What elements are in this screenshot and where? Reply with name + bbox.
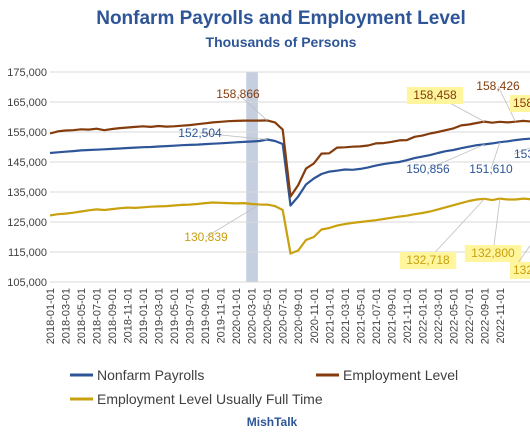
annotation-leader xyxy=(513,147,530,155)
x-tick-label: 2018-09-01 xyxy=(107,288,119,344)
x-tick-label: 2021-11-01 xyxy=(402,288,414,343)
annotation-label: 132 xyxy=(513,263,530,277)
legend-label-payrolls: Nonfarm Payrolls xyxy=(97,367,204,383)
shaded-period xyxy=(246,72,258,282)
chart-title: Nonfarm Payrolls and Employment Level xyxy=(96,8,466,29)
annotation-highlight xyxy=(510,95,530,112)
x-tick-label: 2022-07-01 xyxy=(464,288,476,344)
annotation-leader xyxy=(205,204,260,238)
annotation-label: 130,839 xyxy=(184,230,228,244)
x-tick-label: 2021-09-01 xyxy=(386,288,398,344)
annotation-leader xyxy=(490,142,501,170)
y-tick-label: 175,000 xyxy=(7,67,47,79)
x-tick-label: 2019-09-01 xyxy=(200,288,212,344)
plot-area: 105,000 115,000 125,000 135,000 145,000 155,0… xyxy=(7,67,530,344)
x-tick-label: 2019-03-01 xyxy=(154,288,166,344)
x-tick-label: 2021-07-01 xyxy=(371,288,383,344)
annotation-label: 152,504 xyxy=(178,126,222,140)
x-tick-label: 2021-05-01 xyxy=(355,288,367,344)
x-tick-label: 2021-01-01 xyxy=(324,288,336,344)
x-tick-label: 2018-03-01 xyxy=(61,288,73,344)
annotation-label: 151,610 xyxy=(469,162,513,176)
series-line-fulltime xyxy=(49,197,530,255)
annotation-leader xyxy=(497,85,516,122)
x-tick-label: 2018-07-01 xyxy=(92,288,104,344)
annotation-label: 158,458 xyxy=(413,88,457,102)
x-tick-label: 2018-11-01 xyxy=(123,288,135,343)
x-tick-label: 2019-05-01 xyxy=(169,288,181,344)
x-tick-label: 2018-05-01 xyxy=(76,288,88,344)
x-tick-label: 2020-07-01 xyxy=(278,288,290,344)
annotation-label: 158,866 xyxy=(216,87,260,101)
annotation-highlight xyxy=(464,245,522,262)
x-tick-label: 2020-01-01 xyxy=(231,288,243,344)
y-tick-label: 125,000 xyxy=(7,217,47,229)
annotation-label: 132,718 xyxy=(406,253,450,267)
x-tick-label: 2022-05-01 xyxy=(448,288,460,344)
annotation-leader xyxy=(427,198,485,261)
annotation-label: 158,426 xyxy=(476,79,520,93)
annotation-leader xyxy=(492,198,501,254)
annotation-leader xyxy=(427,144,485,170)
y-tick-label: 105,000 xyxy=(7,277,47,289)
x-tick-label: 2020-11-01 xyxy=(309,288,321,343)
x-tick-label: 2020-05-01 xyxy=(262,288,274,344)
annotation-highlight xyxy=(406,87,464,104)
annotation-highlight xyxy=(510,262,530,279)
annotation-leader xyxy=(512,245,530,271)
x-tick-label: 2018-01-01 xyxy=(45,288,57,344)
y-tick-label: 145,000 xyxy=(7,157,47,169)
legend-label-fulltime: Employment Level Usually Full Time xyxy=(97,391,323,407)
y-tick-label: 165,000 xyxy=(7,97,47,109)
annotation-leader xyxy=(237,93,268,121)
annotation-leader xyxy=(199,132,268,140)
x-tick-label: 2022-03-01 xyxy=(433,288,445,344)
y-tick-label: 135,000 xyxy=(7,187,47,199)
x-tick-label: 2022-09-01 xyxy=(479,288,491,344)
y-tick-label: 155,000 xyxy=(7,127,47,139)
x-tick-label: 2022-01-01 xyxy=(417,288,429,344)
x-tick-label: 2020-09-01 xyxy=(293,288,305,344)
annotation-label: 158 xyxy=(513,96,530,110)
x-tick-label: 2022-11-01 xyxy=(495,288,507,343)
annotation-label: 132,800 xyxy=(471,246,515,260)
legend-label-employment: Employment Level xyxy=(343,367,458,383)
y-tick-label: 115,000 xyxy=(8,247,47,259)
source-label: MishTalk xyxy=(247,415,298,429)
annotation-label: 153 xyxy=(514,147,530,161)
series-line-payrolls xyxy=(49,137,530,207)
x-tick-label: 2019-07-01 xyxy=(185,288,197,344)
annotation-highlight xyxy=(399,252,457,269)
x-tick-label: 2021-03-01 xyxy=(340,288,352,344)
annotation-label: 150,856 xyxy=(406,162,450,176)
x-tick-label: 2019-11-01 xyxy=(216,288,228,343)
series-line-employment xyxy=(49,119,530,198)
chart-subtitle: Thousands of Persons xyxy=(206,34,357,50)
x-tick-label: 2019-01-01 xyxy=(138,288,150,344)
x-tick-label: 2020-03-01 xyxy=(247,288,259,344)
